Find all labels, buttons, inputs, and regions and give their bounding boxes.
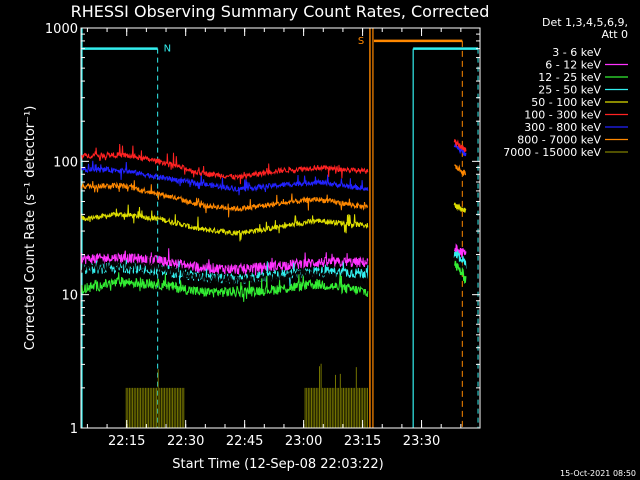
series-line-before-4 xyxy=(80,204,369,242)
legend-label-8: 7000 - 15000 keV xyxy=(503,146,601,159)
series-line-after-3 xyxy=(453,249,467,269)
series-line-after-4 xyxy=(453,202,467,213)
series-line-after-0 xyxy=(453,256,467,275)
legend-header-line-2: Att 0 xyxy=(602,28,628,41)
legend-label-4: 50 - 100 keV xyxy=(531,96,601,109)
legend-header-line-1: Det 1,3,4,5,6,9, xyxy=(542,16,628,29)
axes-layer: 1 10 100 1000 22:15 22:30 22:45 23:00 23:15 23:30 xyxy=(45,22,481,449)
olive-block-1 xyxy=(304,363,368,428)
saa-flag-label: S xyxy=(358,36,364,47)
series-line-before-1 xyxy=(80,248,369,279)
series-line-before-0 xyxy=(80,254,369,293)
x-tick-label-1: 22:30 xyxy=(167,434,204,449)
x-axis-label: Start Time (12-Sep-08 22:03:22) xyxy=(172,457,383,472)
legend-label-6: 300 - 800 keV xyxy=(524,121,601,134)
chart-title: RHESSI Observing Summary Count Rates, Co… xyxy=(71,2,490,21)
y-tick-label-0: 1 xyxy=(70,422,78,437)
legend-label-1: 6 - 12 keV xyxy=(545,59,601,72)
x-tick-label-4: 23:15 xyxy=(344,434,381,449)
x-tick-label-0: 22:15 xyxy=(108,434,145,449)
series-line-after-2 xyxy=(453,260,467,284)
legend-label-5: 100 - 300 keV xyxy=(524,109,601,122)
y-axis-label: Corrected Count Rate (s⁻¹ detector⁻¹) xyxy=(23,106,38,351)
series-line-after-7 xyxy=(454,164,467,177)
x-tick-label-2: 22:45 xyxy=(226,434,263,449)
legend-label-0: 3 - 6 keV xyxy=(552,46,601,59)
generation-timestamp: 15-Oct-2021 08:50 xyxy=(560,469,636,478)
y-tick-label-3: 1000 xyxy=(45,22,78,37)
series-line-after-5 xyxy=(453,138,467,153)
series-layer xyxy=(80,138,467,428)
series-line-before-6 xyxy=(80,160,369,196)
y-tick-label-2: 100 xyxy=(53,155,78,170)
overlay-layer: NS xyxy=(81,28,479,428)
x-tick-label-3: 23:00 xyxy=(285,434,322,449)
x-tick-label-5: 23:30 xyxy=(403,434,440,449)
series-line-before-2 xyxy=(80,272,369,302)
plot-frame xyxy=(80,27,481,429)
y-tick-label-1: 10 xyxy=(61,289,78,304)
olive-block-0 xyxy=(125,369,185,428)
night-flag-label: N xyxy=(164,44,171,55)
series-line-before-7 xyxy=(80,180,369,218)
legend-label-7: 800 - 7000 keV xyxy=(517,134,601,147)
legend-label-3: 25 - 50 keV xyxy=(538,84,601,97)
series-line-before-5 xyxy=(80,143,369,185)
series-line-after-1 xyxy=(453,243,467,258)
legend-label-2: 12 - 25 keV xyxy=(538,71,601,84)
